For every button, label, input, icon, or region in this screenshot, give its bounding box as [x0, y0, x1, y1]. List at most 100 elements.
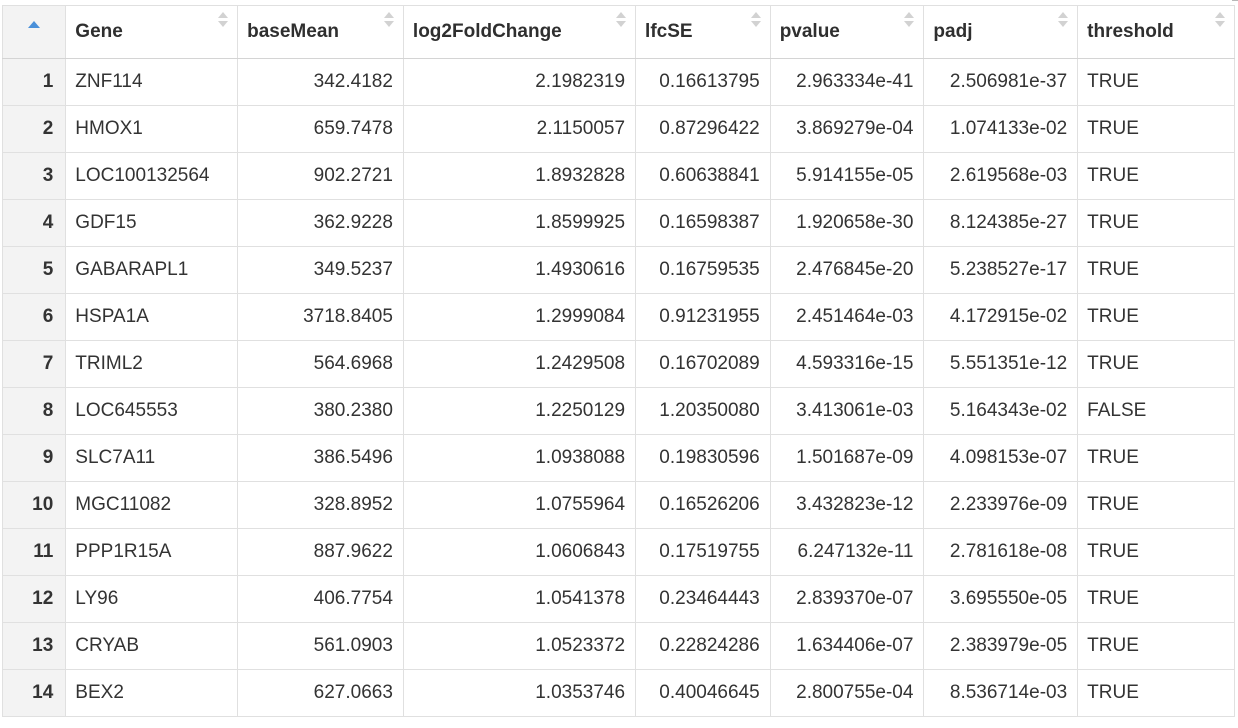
sort-toggle-icon[interactable]	[904, 12, 915, 28]
sort-toggle-icon[interactable]	[616, 12, 627, 28]
sort-down-arrow-icon	[616, 21, 627, 27]
column-header-label: padj	[933, 21, 973, 42]
cell-pvalue: 1.501687e-09	[769, 434, 925, 482]
cell-gene: LOC100132564	[65, 152, 239, 200]
cell-threshold: TRUE	[1077, 622, 1235, 670]
sort-up-arrow-icon	[383, 12, 394, 18]
column-header-label: log2FoldChange	[412, 21, 562, 42]
cell-lfcSE: 0.22824286	[635, 622, 771, 670]
cell-padj: 4.172915e-02	[923, 293, 1079, 341]
sort-up-arrow-icon	[904, 12, 915, 18]
cell-pvalue: 1.634406e-07	[769, 622, 925, 670]
row-index: 14	[1, 669, 67, 717]
cell-padj: 2.506981e-37	[923, 58, 1079, 106]
sort-toggle-icon[interactable]	[218, 12, 229, 28]
cell-baseMean: 561.0903	[237, 622, 404, 670]
row-index: 10	[1, 481, 67, 529]
cell-log2FoldChange: 1.2429508	[402, 340, 637, 388]
cell-padj: 1.074133e-02	[923, 105, 1079, 153]
column-header-lfcSE[interactable]: lfcSE	[635, 5, 771, 59]
column-header-threshold[interactable]: threshold	[1077, 5, 1235, 59]
column-header-baseMean[interactable]: baseMean	[237, 5, 404, 59]
table-row: 10 MGC11082 328.8952 1.0755964 0.16526206 3.4…	[1, 481, 1235, 529]
table-row: 8 LOC645553 380.2380 1.2250129 1.20350080 3.4…	[1, 387, 1235, 435]
cell-log2FoldChange: 1.0353746	[402, 669, 637, 717]
cell-lfcSE: 0.16526206	[635, 481, 771, 529]
cell-log2FoldChange: 2.1982319	[402, 58, 637, 106]
sort-toggle-icon[interactable]	[750, 12, 761, 28]
cell-gene: HMOX1	[65, 105, 239, 153]
cell-lfcSE: 0.19830596	[635, 434, 771, 482]
sort-toggle-icon[interactable]	[1215, 12, 1225, 28]
cell-baseMean: 406.7754	[237, 575, 404, 623]
row-index: 6	[1, 293, 67, 341]
cell-padj: 4.098153e-07	[923, 434, 1079, 482]
cell-baseMean: 380.2380	[237, 387, 404, 435]
sort-toggle-icon[interactable]	[1058, 12, 1069, 28]
cell-padj: 2.233976e-09	[923, 481, 1079, 529]
column-header-pvalue[interactable]: pvalue	[769, 5, 925, 59]
row-index: 4	[1, 199, 67, 247]
column-header-label: Gene	[75, 21, 123, 42]
table-row: 14 BEX2 627.0663 1.0353746 0.40046645 2.80075…	[1, 669, 1235, 717]
cell-threshold: TRUE	[1077, 105, 1235, 153]
row-index: 12	[1, 575, 67, 623]
row-index: 3	[1, 152, 67, 200]
column-header-log2FoldChange[interactable]: log2FoldChange	[402, 5, 637, 59]
column-header-label: threshold	[1087, 21, 1174, 42]
row-index: 5	[1, 246, 67, 294]
table-row: 4 GDF15 362.9228 1.8599925 0.16598387 1.92065…	[1, 199, 1235, 247]
table-row: 9 SLC7A11 386.5496 1.0938088 0.19830596 1.501…	[1, 434, 1235, 482]
cell-padj: 2.781618e-08	[923, 528, 1079, 576]
sort-ascending-icon[interactable]	[28, 21, 41, 28]
cell-gene: PPP1R15A	[65, 528, 239, 576]
cell-gene: CRYAB	[65, 622, 239, 670]
data-table: Gene baseMean log2FoldChange lfcSE pvalue pad…	[1, 5, 1235, 717]
column-header-label: baseMean	[247, 21, 339, 42]
cell-log2FoldChange: 1.2250129	[402, 387, 637, 435]
column-header-gene[interactable]: Gene	[65, 5, 239, 59]
cell-gene: BEX2	[65, 669, 239, 717]
cell-lfcSE: 0.91231955	[635, 293, 771, 341]
cell-pvalue: 3.869279e-04	[769, 105, 925, 153]
row-index: 2	[1, 105, 67, 153]
column-header-padj[interactable]: padj	[923, 5, 1079, 59]
cell-padj: 8.124385e-27	[923, 199, 1079, 247]
cell-pvalue: 2.839370e-07	[769, 575, 925, 623]
sort-toggle-icon[interactable]	[383, 12, 394, 28]
table-row: 2 HMOX1 659.7478 2.1150057 0.87296422 3.86927…	[1, 105, 1235, 153]
table-header-row: Gene baseMean log2FoldChange lfcSE pvalue pad…	[1, 5, 1235, 59]
cell-padj: 5.238527e-17	[923, 246, 1079, 294]
cell-baseMean: 386.5496	[237, 434, 404, 482]
sort-up-arrow-icon	[1215, 12, 1225, 18]
table-row: 6 HSPA1A 3718.8405 1.2999084 0.91231955 2.451…	[1, 293, 1235, 341]
sort-down-arrow-icon	[218, 21, 229, 27]
sort-down-arrow-icon	[750, 21, 761, 27]
cell-gene: GABARAPL1	[65, 246, 239, 294]
cell-baseMean: 887.9622	[237, 528, 404, 576]
cell-threshold: TRUE	[1077, 293, 1235, 341]
cell-gene: MGC11082	[65, 481, 239, 529]
cell-lfcSE: 0.40046645	[635, 669, 771, 717]
cell-lfcSE: 0.16759535	[635, 246, 771, 294]
cell-pvalue: 3.432823e-12	[769, 481, 925, 529]
column-header-index[interactable]	[1, 5, 67, 59]
cell-lfcSE: 0.60638841	[635, 152, 771, 200]
table-row: 7 TRIML2 564.6968 1.2429508 0.16702089 4.5933…	[1, 340, 1235, 388]
cell-threshold: TRUE	[1077, 575, 1235, 623]
cell-pvalue: 4.593316e-15	[769, 340, 925, 388]
cell-log2FoldChange: 1.0523372	[402, 622, 637, 670]
cell-threshold: TRUE	[1077, 669, 1235, 717]
cell-lfcSE: 0.23464443	[635, 575, 771, 623]
row-index: 7	[1, 340, 67, 388]
cell-padj: 5.164343e-02	[923, 387, 1079, 435]
cell-threshold: TRUE	[1077, 481, 1235, 529]
cell-padj: 5.551351e-12	[923, 340, 1079, 388]
cell-lfcSE: 0.16702089	[635, 340, 771, 388]
table-row: 3 LOC100132564 902.2721 1.8932828 0.60638841…	[1, 152, 1235, 200]
cell-lfcSE: 0.87296422	[635, 105, 771, 153]
cell-baseMean: 902.2721	[237, 152, 404, 200]
cell-baseMean: 627.0663	[237, 669, 404, 717]
sort-down-arrow-icon	[383, 21, 394, 27]
